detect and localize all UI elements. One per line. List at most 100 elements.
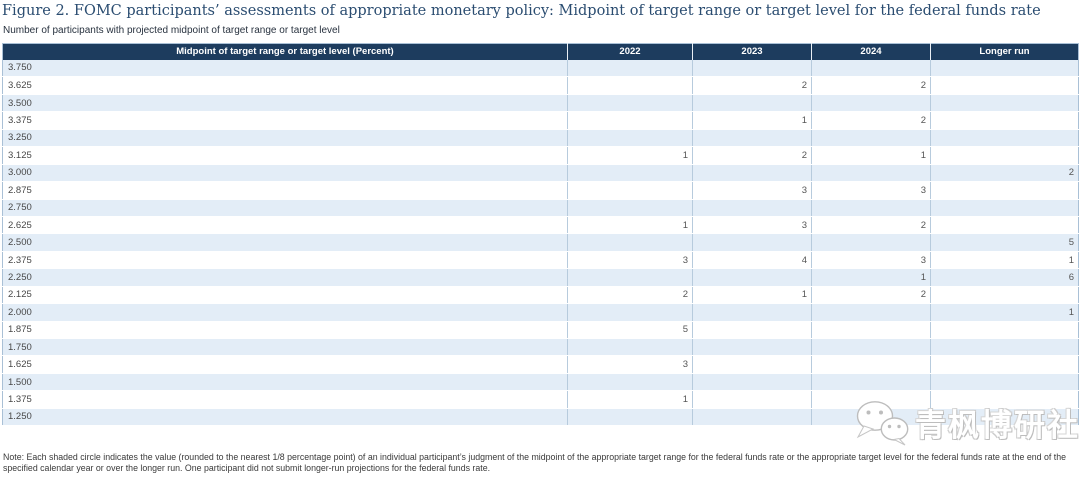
count-cell xyxy=(930,199,1079,217)
rate-label: 3.250 xyxy=(2,129,568,148)
table-header: Midpoint of target range or target level… xyxy=(2,43,1079,60)
figure-title: Figure 2. FOMC participants’ assessments… xyxy=(2,3,1041,19)
count-cell xyxy=(692,199,812,217)
count-cell: 1 xyxy=(930,251,1079,270)
table-row: 2.000 1 xyxy=(2,303,1079,322)
table-row: 2.125 2 1 2 xyxy=(2,286,1079,305)
count-cell xyxy=(567,181,693,200)
count-cell xyxy=(811,129,931,148)
count-cell: 3 xyxy=(692,181,812,200)
count-cell xyxy=(567,408,693,427)
header-2024: 2024 xyxy=(811,43,931,60)
count-cell xyxy=(692,338,812,357)
count-cell: 2 xyxy=(567,286,693,305)
count-cell: 2 xyxy=(811,216,931,235)
rate-label: 3.500 xyxy=(2,94,568,113)
count-cell: 2 xyxy=(930,164,1079,183)
table-row: 3.000 2 xyxy=(2,164,1079,183)
count-cell: 1 xyxy=(811,146,931,165)
count-cell xyxy=(692,355,812,374)
count-cell xyxy=(930,321,1079,340)
rate-label: 3.750 xyxy=(2,59,568,78)
count-cell xyxy=(930,373,1079,392)
rate-label: 1.750 xyxy=(2,338,568,357)
table-row: 2.875 3 3 xyxy=(2,181,1079,200)
count-cell xyxy=(692,59,812,78)
count-cell xyxy=(930,146,1079,165)
count-cell: 3 xyxy=(811,251,931,270)
count-cell: 3 xyxy=(811,181,931,200)
count-cell xyxy=(567,338,693,357)
count-cell: 5 xyxy=(567,321,693,340)
count-cell xyxy=(567,303,693,322)
count-cell xyxy=(567,164,693,183)
table-row: 2.750 xyxy=(2,199,1079,217)
count-cell xyxy=(567,111,693,130)
header-midpoint: Midpoint of target range or target level… xyxy=(2,43,568,60)
rate-label: 2.625 xyxy=(2,216,568,235)
header-row: Midpoint of target range or target level… xyxy=(2,43,1079,60)
table-row: 1.500 xyxy=(2,373,1079,392)
header-longer-run: Longer run xyxy=(930,43,1079,60)
count-cell xyxy=(811,373,931,392)
count-cell: 2 xyxy=(692,146,812,165)
rate-label: 3.125 xyxy=(2,146,568,165)
table-row: 3.625 2 2 xyxy=(2,76,1079,95)
rate-label: 1.625 xyxy=(2,355,568,374)
rate-label: 3.375 xyxy=(2,111,568,130)
count-cell: 3 xyxy=(567,355,693,374)
table-row: 3.250 xyxy=(2,129,1079,148)
table-row: 1.375 1 xyxy=(2,390,1079,409)
count-cell xyxy=(692,164,812,183)
table-row: 1.875 5 xyxy=(2,321,1079,340)
count-cell xyxy=(811,59,931,78)
figure-subtitle: Number of participants with projected mi… xyxy=(3,25,340,36)
count-cell: 1 xyxy=(692,286,812,305)
count-cell xyxy=(930,286,1079,305)
table-row: 1.250 xyxy=(2,408,1079,427)
count-cell xyxy=(930,390,1079,409)
count-cell: 1 xyxy=(692,111,812,130)
table-row: 3.750 xyxy=(2,59,1079,78)
rate-label: 1.375 xyxy=(2,390,568,409)
count-cell xyxy=(692,94,812,113)
table-body: 3.750 3.625 2 2 3.500 3.375 1 2 3.250 3.125 1 2 1 3.0… xyxy=(2,59,1079,427)
count-cell xyxy=(692,129,812,148)
count-cell xyxy=(811,338,931,357)
count-cell xyxy=(811,233,931,252)
rate-label: 2.875 xyxy=(2,181,568,200)
table-row: 2.375 3 4 3 1 xyxy=(2,251,1079,270)
rate-label: 3.000 xyxy=(2,164,568,183)
count-cell: 2 xyxy=(692,76,812,95)
fomc-projection-table: Midpoint of target range or target level… xyxy=(2,43,1079,427)
header-2023: 2023 xyxy=(692,43,812,60)
count-cell: 3 xyxy=(567,251,693,270)
count-cell xyxy=(811,408,931,427)
count-cell: 1 xyxy=(567,146,693,165)
rate-label: 2.250 xyxy=(2,268,568,287)
count-cell xyxy=(692,303,812,322)
count-cell xyxy=(930,94,1079,113)
rate-label: 2.375 xyxy=(2,251,568,270)
figure-note: Note: Each shaded circle indicates the v… xyxy=(3,452,1066,473)
rate-label: 2.750 xyxy=(2,199,568,217)
count-cell: 4 xyxy=(692,251,812,270)
count-cell xyxy=(811,164,931,183)
table-row: 3.500 xyxy=(2,94,1079,113)
count-cell xyxy=(567,233,693,252)
count-cell xyxy=(930,355,1079,374)
rate-label: 3.625 xyxy=(2,76,568,95)
table-row: 2.500 5 xyxy=(2,233,1079,252)
count-cell xyxy=(811,355,931,374)
count-cell xyxy=(811,303,931,322)
rate-label: 2.125 xyxy=(2,286,568,305)
count-cell: 6 xyxy=(930,268,1079,287)
rate-label: 1.875 xyxy=(2,321,568,340)
count-cell: 1 xyxy=(811,268,931,287)
table-row: 3.125 1 2 1 xyxy=(2,146,1079,165)
count-cell xyxy=(567,76,693,95)
count-cell: 5 xyxy=(930,233,1079,252)
count-cell: 3 xyxy=(692,216,812,235)
count-cell xyxy=(930,111,1079,130)
count-cell xyxy=(692,321,812,340)
